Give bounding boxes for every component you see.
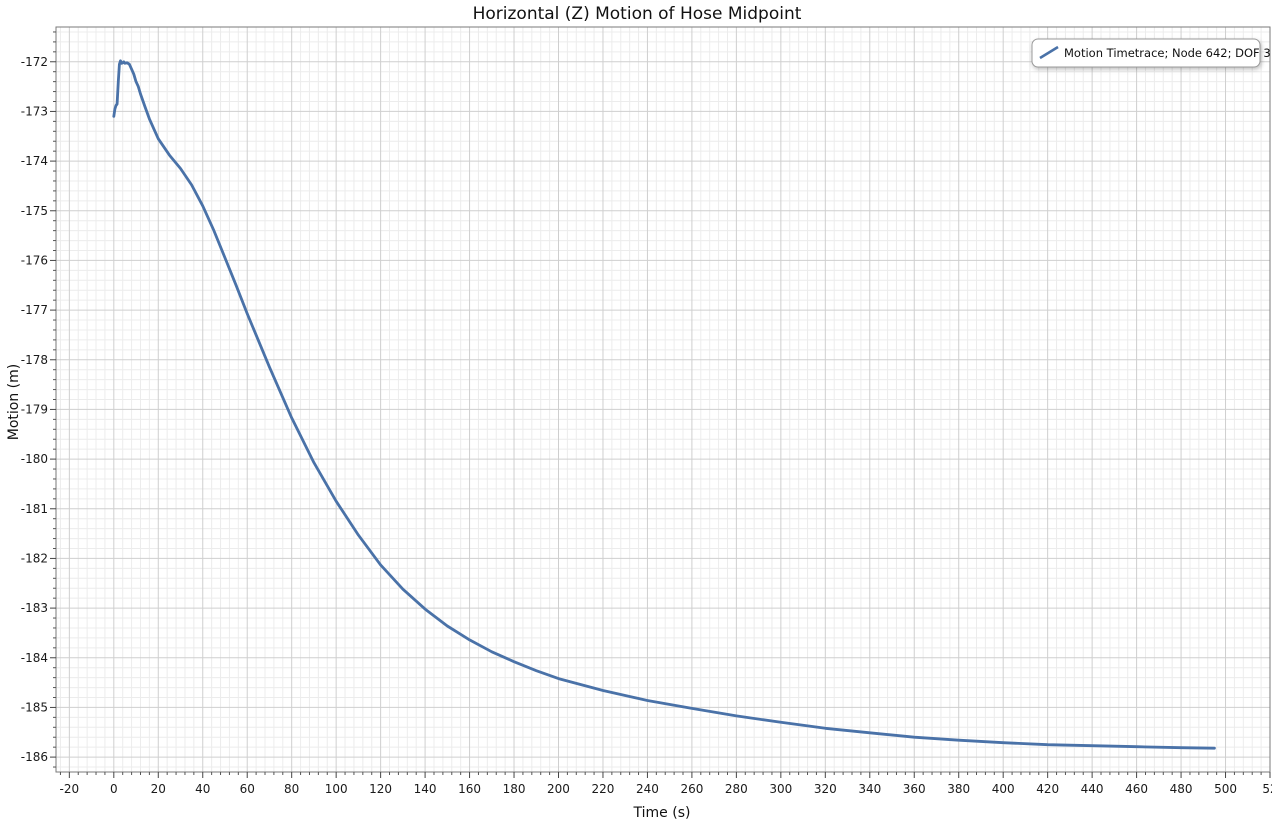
minor-gridlines xyxy=(56,27,1270,772)
y-axis-tick-labels: -172 -173 -174 -175 -176 -177 -178 -179 -180 -181… xyxy=(21,55,48,764)
x-tick-label: 240 xyxy=(636,782,659,796)
x-tick-label: 140 xyxy=(414,782,437,796)
y-tick-label: -173 xyxy=(21,104,48,118)
x-tick-label: 20 xyxy=(151,782,166,796)
legend-label: Motion Timetrace; Node 642; DOF 3 xyxy=(1064,46,1271,60)
x-tick-label: 100 xyxy=(325,782,348,796)
y-tick-label: -181 xyxy=(21,502,48,516)
y-axis-title: Motion (m) xyxy=(6,364,22,440)
x-tick-label: 0 xyxy=(110,782,118,796)
x-axis-title: Time (s) xyxy=(633,805,691,821)
y-tick-label: -177 xyxy=(21,303,48,317)
x-tick-label: 260 xyxy=(680,782,703,796)
major-gridlines xyxy=(56,27,1271,772)
y-tick-label: -172 xyxy=(21,55,48,69)
x-tick-label: 220 xyxy=(592,782,615,796)
x-tick-label: 200 xyxy=(547,782,570,796)
x-tick-label: -20 xyxy=(60,782,80,796)
x-axis-tick-labels: -20 0 20 40 60 80 100 120 140 160 180 200 220 240 260 2… xyxy=(60,782,1272,796)
series-line xyxy=(112,59,1216,750)
x-tick-label: 40 xyxy=(195,782,210,796)
y-tick-label: -183 xyxy=(21,601,48,615)
x-tick-label: 420 xyxy=(1036,782,1059,796)
legend[interactable]: Motion Timetrace; Node 642; DOF 3 xyxy=(1031,38,1271,68)
y-tick-label: -174 xyxy=(21,154,48,168)
x-tick-label: 440 xyxy=(1081,782,1104,796)
y-tick-label: -186 xyxy=(21,750,48,764)
x-tick-label: 160 xyxy=(458,782,481,796)
y-tick-label: -179 xyxy=(21,402,48,416)
x-tick-label: 60 xyxy=(240,782,255,796)
y-tick-label: -178 xyxy=(21,353,48,367)
series-layer xyxy=(112,59,1216,750)
x-tick-label: 340 xyxy=(858,782,881,796)
y-tick-label: -180 xyxy=(21,452,48,466)
y-tick-label: -176 xyxy=(21,253,48,267)
y-tick-label: -182 xyxy=(21,551,48,565)
axis-ticks xyxy=(50,31,1271,778)
x-tick-label: 400 xyxy=(992,782,1015,796)
x-tick-label: 120 xyxy=(369,782,392,796)
x-tick-label: 80 xyxy=(284,782,299,796)
x-tick-label: 460 xyxy=(1125,782,1148,796)
x-tick-label: 360 xyxy=(903,782,926,796)
legend-box xyxy=(1031,38,1261,68)
chart-title: Horizontal (Z) Motion of Hose Midpoint xyxy=(473,4,802,24)
x-tick-label: 180 xyxy=(503,782,526,796)
x-tick-label: 320 xyxy=(814,782,837,796)
x-tick-label: 280 xyxy=(725,782,748,796)
y-tick-label: -184 xyxy=(21,651,48,665)
legend-swatch xyxy=(1039,45,1059,60)
x-tick-label: 300 xyxy=(769,782,792,796)
y-tick-label: -175 xyxy=(21,204,48,218)
x-tick-label: 480 xyxy=(1170,782,1193,796)
x-tick-label: 380 xyxy=(947,782,970,796)
x-tick-label: 52 xyxy=(1262,782,1272,796)
y-tick-label: -185 xyxy=(21,700,48,714)
x-tick-label: 500 xyxy=(1214,782,1237,796)
